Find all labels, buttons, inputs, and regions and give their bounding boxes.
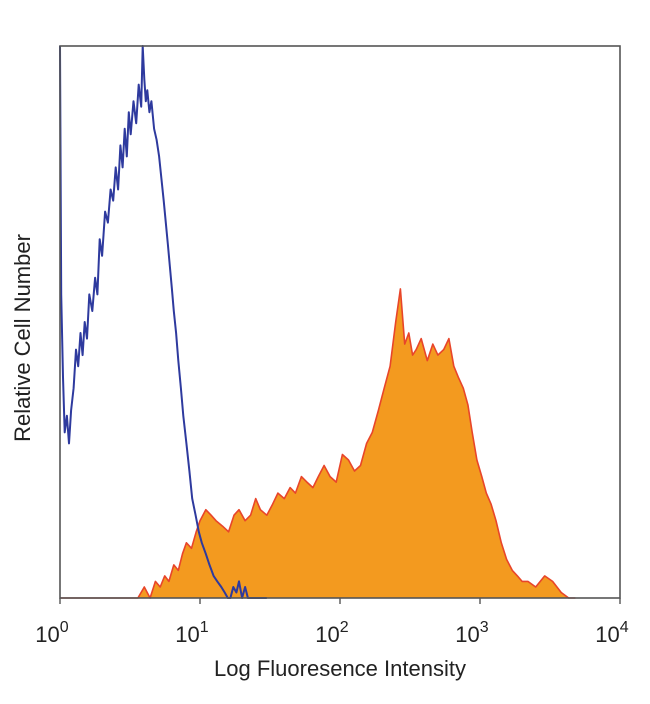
- y-axis-label: Relative Cell Number: [10, 234, 35, 442]
- x-tick-label: 101: [175, 619, 208, 647]
- x-tick-label: 102: [315, 619, 348, 647]
- x-tick-label: 103: [455, 619, 488, 647]
- series-layer: [59, 45, 576, 599]
- x-axis-label: Log Fluoresence Intensity: [214, 656, 466, 681]
- x-tick-label: 104: [595, 619, 628, 647]
- outline-histogram-line: [59, 45, 267, 599]
- x-tick-layer: 100 101 102 103 104: [35, 598, 629, 647]
- filled-histogram-edge: [60, 288, 576, 599]
- x-tick-label: 100: [35, 619, 68, 647]
- filled-histogram-area: [60, 288, 576, 598]
